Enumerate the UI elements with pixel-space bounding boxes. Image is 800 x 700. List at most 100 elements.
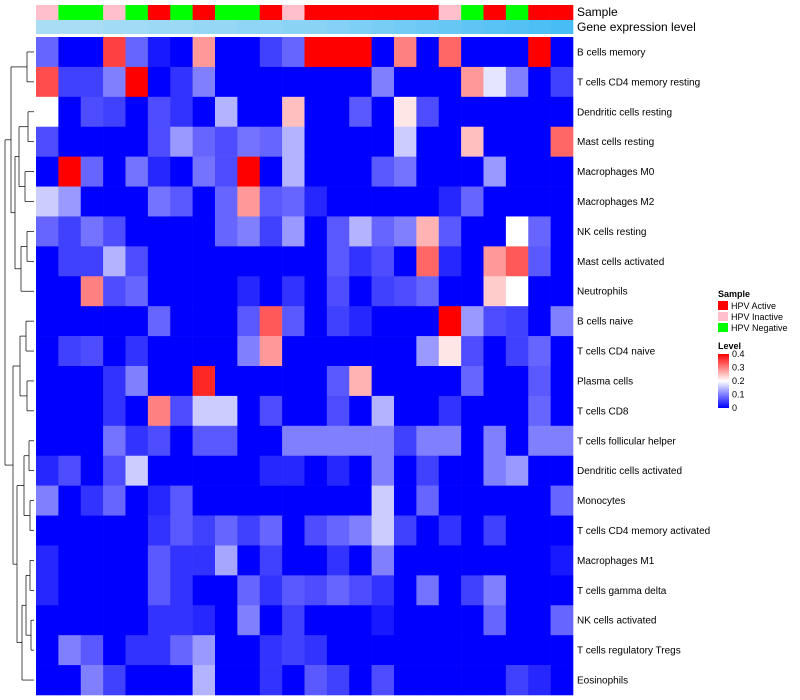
heatmap-cell [304,246,328,277]
heatmap-cell [192,126,216,157]
heatmap-cell [58,366,82,397]
heatmap-cell [237,545,261,576]
sample-annotation-cell [170,5,193,20]
heatmap-cell [215,425,238,457]
heatmap-cell [237,156,261,187]
heatmap-cell [215,186,238,217]
heatmap-cell [237,37,261,68]
heatmap-cell [282,126,305,157]
heatmap-cell [215,66,238,98]
heatmap-cell [461,216,484,247]
heatmap-cell [461,545,484,576]
heatmap-cell [349,575,372,606]
row-label: Dendritic cells resting [577,107,672,118]
row-label: NK cells activated [577,616,656,627]
gene-annotation-cell [528,20,551,34]
heatmap-cell [125,96,149,128]
heatmap-cell [170,156,193,187]
row-dendrogram [4,51,34,681]
heatmap-cell [147,515,171,546]
heatmap-cell [125,306,149,337]
heatmap-cell [237,216,261,247]
heatmap-cell [438,216,462,247]
row-label: Dendritic cells activated [577,466,682,477]
heatmap-cell [237,605,261,636]
heatmap-cell [282,665,305,696]
heatmap-cell [259,336,283,367]
heatmap-cell [147,37,171,68]
heatmap-cell [125,635,149,666]
heatmap-cell [259,96,283,128]
heatmap-cell [259,425,283,457]
heatmap-cell [394,126,417,157]
heatmap-cell [505,186,529,217]
heatmap-cell [80,96,104,128]
heatmap-cell [58,66,82,98]
heatmap-cell [394,366,417,397]
heatmap-cell [215,635,238,666]
heatmap-cell [461,186,484,217]
level-tick-label: 0.2 [732,376,745,386]
heatmap-cell [103,605,126,636]
heatmap-cell [304,545,328,576]
row-labels: B cells memory T cells CD4 memory resting… [577,47,710,686]
heatmap-cell [505,246,529,277]
heatmap-cell [505,425,529,457]
heatmap-cell [326,455,350,486]
heatmap-cell [237,96,261,128]
heatmap-cell [483,66,507,98]
heatmap-cell [528,515,551,546]
heatmap-cell [483,635,507,666]
heatmap-cell [58,336,82,367]
row-label: T cells follicular helper [577,436,676,447]
heatmap-cell [416,37,440,68]
heatmap-cell [192,216,216,247]
heatmap-cell [103,156,126,187]
heatmap-cell [282,186,305,217]
heatmap-cell [103,545,126,576]
heatmap-cell [215,126,238,157]
heatmap-cell [147,665,171,696]
heatmap-cell [80,665,104,696]
heatmap-cell [215,605,238,636]
heatmap-cell [394,156,417,187]
heatmap-cell [483,306,507,337]
heatmap-cell [461,246,484,277]
sample-annotation-cell [125,5,149,20]
sample-annotation-cell [80,5,104,20]
heatmap-cell [528,37,551,68]
row-label: Neutrophils [577,287,628,298]
heatmap-cell [282,216,305,247]
sample-annotation-cell [103,5,126,20]
heatmap-cell [125,485,149,516]
heatmap-cell [349,515,372,546]
gene-annotation-cell [371,20,395,34]
heatmap-cell [36,276,59,307]
heatmap-cell [282,635,305,666]
heatmap-cell [461,515,484,546]
heatmap-cell [349,545,372,576]
heatmap-cell [438,186,462,217]
heatmap-cell [147,306,171,337]
heatmap-cell [550,186,574,217]
heatmap-cell [438,37,462,68]
heatmap-cell [304,635,328,666]
heatmap-cell [371,366,395,397]
heatmap-cell [103,126,126,157]
sample-annotation-cell [528,5,551,20]
heatmap-cell [282,66,305,98]
heatmap-cell [237,306,261,337]
gene-annotation-cell [192,20,216,34]
heatmap-cell [170,37,193,68]
heatmap-cell [326,425,350,457]
heatmap-cell [215,336,238,367]
heatmap-cell [125,575,149,606]
heatmap-cell [461,66,484,98]
legend-entry-label: HPV Inactive [731,312,783,322]
heatmap-cell [528,246,551,277]
gene-annotation-cell [80,20,104,34]
legend-swatch [718,323,728,332]
heatmap-cells [36,37,574,696]
sample-annotation-cell [237,5,261,20]
heatmap-cell [80,485,104,516]
